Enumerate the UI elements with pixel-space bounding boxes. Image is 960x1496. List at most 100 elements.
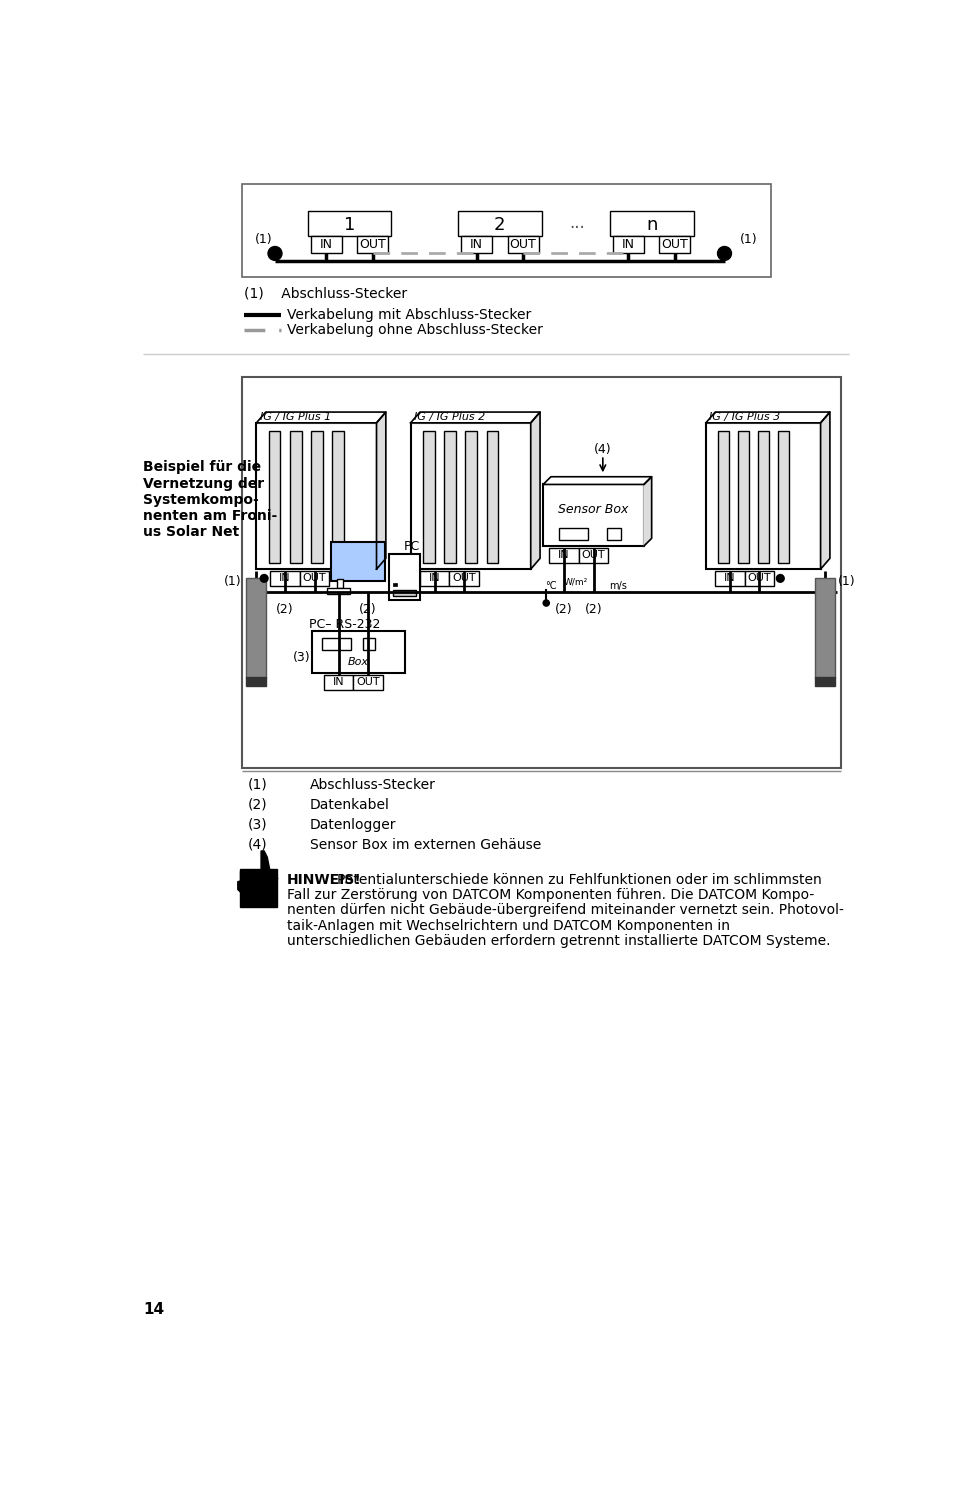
Bar	[559, 528, 588, 540]
Text: IN: IN	[559, 551, 570, 561]
Bar	[246, 676, 266, 687]
Circle shape	[543, 600, 549, 606]
Text: taik-Anlagen mit Wechselrichtern und DATCOM Komponenten in: taik-Anlagen mit Wechselrichtern und DAT…	[287, 919, 730, 932]
Text: (1)    Abschluss-Stecker: (1) Abschluss-Stecker	[244, 286, 407, 301]
Bar	[240, 871, 255, 880]
Bar	[815, 579, 835, 679]
Bar	[363, 637, 375, 649]
Text: (2): (2)	[585, 603, 602, 616]
Polygon shape	[238, 851, 270, 892]
Text: °C: °C	[544, 580, 556, 591]
Bar	[311, 236, 342, 253]
Text: (1): (1)	[248, 778, 268, 791]
Bar	[311, 431, 323, 562]
Bar	[610, 211, 693, 236]
Bar	[243, 377, 841, 767]
Bar	[449, 570, 479, 586]
Bar	[307, 211, 392, 236]
Circle shape	[260, 574, 268, 582]
Bar	[243, 184, 771, 277]
Bar	[256, 423, 376, 568]
Text: IN: IN	[279, 573, 291, 583]
Text: Sensor Box im externen Gehäuse: Sensor Box im externen Gehäuse	[310, 838, 541, 851]
Text: IN: IN	[470, 238, 483, 251]
Text: IN: IN	[622, 238, 635, 251]
Bar	[607, 528, 621, 540]
Bar	[612, 236, 644, 253]
Polygon shape	[256, 411, 386, 423]
Bar	[745, 570, 774, 586]
Bar	[815, 676, 835, 687]
Bar	[357, 236, 388, 253]
Text: (2): (2)	[555, 603, 573, 616]
Bar	[758, 431, 769, 562]
Text: (4): (4)	[594, 443, 612, 456]
Text: nenten dürfen nicht Gebäude-übergreifend miteinander vernetzt sein. Photovol-: nenten dürfen nicht Gebäude-übergreifend…	[287, 904, 844, 917]
Text: Datenkabel: Datenkabel	[310, 797, 390, 812]
Bar	[543, 485, 644, 546]
Bar	[444, 431, 456, 562]
Text: (4): (4)	[248, 838, 268, 851]
Bar	[660, 236, 690, 253]
Text: PC– RS-232: PC– RS-232	[309, 618, 380, 631]
Bar	[271, 570, 300, 586]
Text: PC: PC	[404, 540, 420, 552]
Text: OUT: OUT	[452, 573, 476, 583]
Bar	[423, 431, 435, 562]
Bar	[466, 431, 477, 562]
Text: ...: ...	[569, 214, 586, 232]
Bar	[353, 675, 383, 690]
Text: Verkabelung mit Abschluss-Stecker: Verkabelung mit Abschluss-Stecker	[287, 308, 532, 322]
Text: OUT: OUT	[359, 238, 386, 251]
Circle shape	[777, 574, 784, 582]
Text: OUT: OUT	[510, 238, 537, 251]
Text: OUT: OUT	[661, 238, 688, 251]
Bar	[290, 431, 301, 562]
Polygon shape	[706, 411, 829, 423]
Bar	[332, 431, 344, 562]
Bar	[458, 211, 541, 236]
Circle shape	[717, 247, 732, 260]
Bar	[300, 570, 329, 586]
Bar	[337, 579, 344, 588]
Text: (2): (2)	[276, 603, 294, 616]
Bar	[331, 542, 385, 580]
Text: Potentialunterschiede können zu Fehlfunktionen oder im schlimmsten: Potentialunterschiede können zu Fehlfunk…	[337, 872, 822, 887]
Text: Box: Box	[348, 657, 370, 667]
Text: (3): (3)	[293, 651, 311, 664]
Text: (2): (2)	[248, 797, 268, 812]
Bar	[411, 423, 531, 568]
Text: Beispiel für die
Vernetzung der
Systemkompo-
nenten am Froni-
us Solar Net: Beispiel für die Vernetzung der Systemko…	[143, 461, 277, 539]
Text: (1): (1)	[838, 574, 855, 588]
Polygon shape	[531, 411, 540, 568]
Text: OUT: OUT	[302, 573, 326, 583]
Text: IG / IG Plus 2: IG / IG Plus 2	[414, 411, 485, 422]
Bar	[322, 637, 351, 649]
Bar	[389, 554, 420, 600]
Bar	[706, 423, 821, 568]
Bar	[246, 579, 266, 679]
Bar	[718, 431, 730, 562]
Bar	[715, 570, 745, 586]
Bar	[312, 631, 405, 673]
Text: IN: IN	[429, 573, 441, 583]
Text: Sensor Box: Sensor Box	[559, 503, 629, 516]
Text: OUT: OUT	[748, 573, 771, 583]
Polygon shape	[543, 477, 652, 485]
Bar	[779, 431, 789, 562]
Bar	[420, 570, 449, 586]
Text: IN: IN	[724, 573, 735, 583]
Text: HINWEIS!: HINWEIS!	[287, 872, 361, 887]
Bar	[240, 869, 277, 907]
Bar	[738, 431, 749, 562]
Text: Verkabelung ohne Abschluss-Stecker: Verkabelung ohne Abschluss-Stecker	[287, 323, 543, 338]
Bar	[579, 548, 609, 562]
Text: W/m²: W/m²	[564, 577, 588, 586]
Text: IG / IG Plus 3: IG / IG Plus 3	[709, 411, 780, 422]
Bar	[327, 588, 350, 594]
Text: 2: 2	[494, 215, 506, 233]
Text: unterschiedlichen Gebäuden erfordern getrennt installierte DATCOM Systeme.: unterschiedlichen Gebäuden erfordern get…	[287, 934, 830, 948]
Text: IN: IN	[333, 678, 345, 687]
Text: Abschluss-Stecker: Abschluss-Stecker	[310, 778, 436, 791]
Bar	[461, 236, 492, 253]
